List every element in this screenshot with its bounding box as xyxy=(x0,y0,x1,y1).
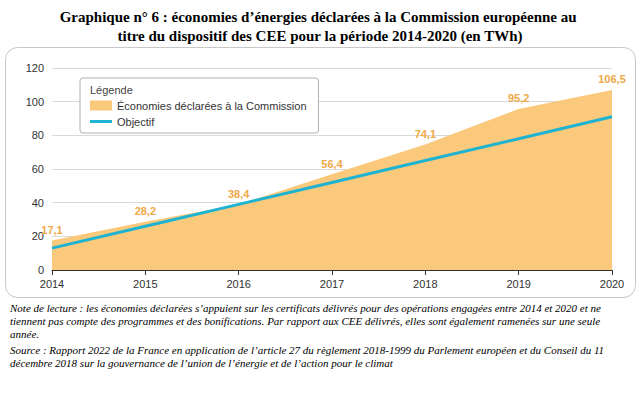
svg-text:106,5: 106,5 xyxy=(598,73,626,85)
svg-text:38,4: 38,4 xyxy=(228,188,250,200)
svg-text:2014: 2014 xyxy=(40,278,64,290)
svg-text:2019: 2019 xyxy=(506,278,530,290)
svg-text:titre du dispositif des CEE po: titre du dispositif des CEE pour la péri… xyxy=(117,28,522,45)
svg-text:Légende: Légende xyxy=(90,84,133,96)
svg-text:20: 20 xyxy=(31,230,44,243)
svg-text:60: 60 xyxy=(32,163,44,175)
svg-text:2020: 2020 xyxy=(600,278,624,290)
html-text:Source : Rapport 2022 de la Fr: Source : Rapport 2022 de la France en ap… xyxy=(10,344,605,369)
svg-text:2017: 2017 xyxy=(320,278,344,290)
svg-text:28,2: 28,2 xyxy=(135,205,156,217)
svg-text:100: 100 xyxy=(26,96,44,108)
svg-text:74,1: 74,1 xyxy=(415,128,436,140)
html-text:Note de lecture : les économie: Note de lecture : les économies déclarée… xyxy=(10,302,601,340)
svg-text:95,2: 95,2 xyxy=(508,92,529,104)
svg-text:56,4: 56,4 xyxy=(321,158,343,170)
svg-text:2015: 2015 xyxy=(133,278,157,290)
svg-text:120: 120 xyxy=(26,62,44,74)
svg-text:Graphique n° 6 : économies d’é: Graphique n° 6 : économies d’énergies dé… xyxy=(60,9,581,25)
svg-text:2016: 2016 xyxy=(226,278,250,290)
svg-text:80: 80 xyxy=(32,129,44,141)
svg-text:Objectif: Objectif xyxy=(117,116,155,128)
svg-text:40: 40 xyxy=(32,197,44,209)
svg-text:17,1: 17,1 xyxy=(41,224,62,236)
svg-text:Économies déclarées à la Commi: Économies déclarées à la Commission xyxy=(117,100,307,112)
svg-text:0: 0 xyxy=(38,264,44,276)
svg-text:2018: 2018 xyxy=(413,278,437,290)
